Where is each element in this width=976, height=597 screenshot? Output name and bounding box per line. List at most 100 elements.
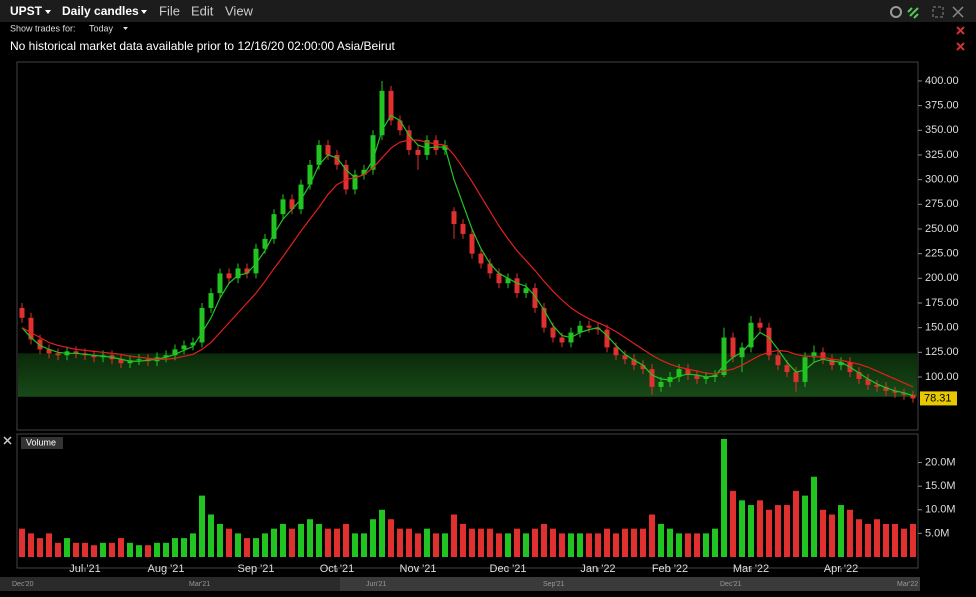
volume-bar — [136, 545, 142, 557]
expand-icon[interactable] — [932, 6, 944, 18]
volume-bar — [505, 533, 511, 557]
volume-bar — [433, 533, 439, 557]
candle-body — [55, 353, 61, 356]
candle-body — [46, 349, 52, 354]
candle-body — [757, 322, 763, 328]
volume-bar — [550, 528, 556, 557]
candle-body — [910, 394, 916, 399]
settings-icon[interactable] — [890, 6, 902, 18]
show-trades-value[interactable]: Today — [89, 23, 114, 33]
dropdown-arrow[interactable] — [123, 27, 128, 30]
candle-body — [631, 359, 637, 366]
candle-body — [118, 359, 124, 364]
candle-body — [469, 233, 475, 254]
volume-bar — [622, 528, 628, 557]
remove-icon[interactable] — [956, 26, 965, 51]
volume-tag — [21, 437, 63, 449]
volume-bar — [856, 519, 862, 557]
interval[interactable]: Daily candles — [62, 4, 139, 18]
volume-bar — [478, 528, 484, 557]
y-tick-label: 10.0M — [925, 504, 956, 516]
candle-body — [226, 273, 232, 279]
close-icon[interactable] — [952, 6, 964, 18]
dropdown-arrow[interactable] — [141, 10, 147, 14]
navigator-label: Dec'20 — [12, 581, 34, 588]
volume-bar — [757, 500, 763, 557]
x-tick-label: Dec '21 — [490, 563, 527, 575]
candle-body — [622, 355, 628, 360]
volume-bar — [595, 533, 601, 557]
volume-bar — [829, 514, 835, 557]
candle-body — [685, 369, 691, 376]
volume-bar — [352, 533, 358, 557]
candle-body — [136, 359, 142, 361]
volume-bar — [370, 519, 376, 557]
y-tick-label: 20.0M — [925, 456, 956, 468]
y-tick-label: 5.0M — [925, 527, 949, 539]
candle-body — [559, 337, 565, 343]
volume-bar — [694, 533, 700, 557]
candle-body — [280, 199, 286, 215]
volume-bar — [442, 533, 448, 557]
candle-body — [649, 369, 655, 387]
candle-body — [244, 268, 250, 274]
volume-bar — [235, 533, 241, 557]
candle-body — [19, 307, 25, 318]
volume-bar — [802, 495, 808, 557]
candle-body — [361, 169, 367, 175]
x-tick-label: Aug '21 — [148, 563, 185, 575]
volume-bar — [532, 528, 538, 557]
volume-title: Volume — [26, 437, 56, 447]
volume-bar — [199, 495, 205, 557]
candle-body — [532, 288, 538, 308]
candle-body — [388, 90, 394, 121]
volume-bar — [46, 533, 52, 557]
menu-item[interactable]: Edit — [191, 3, 214, 18]
volume-bar — [577, 533, 583, 557]
candle-body — [766, 327, 772, 356]
volume-bar — [325, 528, 331, 557]
menu-item[interactable]: View — [225, 3, 254, 18]
candle-body — [397, 120, 403, 131]
candle-body — [613, 347, 619, 356]
volume-bar — [559, 533, 565, 557]
candle-body — [190, 342, 196, 346]
candle-body — [199, 307, 205, 343]
link-icon[interactable] — [907, 7, 919, 19]
volume-bar — [820, 509, 826, 557]
candle-body — [208, 293, 214, 308]
navigator-window[interactable] — [340, 577, 920, 591]
remove-study[interactable] — [3, 436, 12, 445]
candle-body — [415, 150, 421, 155]
y-tick-label: 175.00 — [925, 297, 959, 309]
candle-body — [694, 375, 700, 379]
candle-body — [478, 253, 484, 264]
volume-pane — [16, 433, 919, 569]
candle-body — [820, 352, 826, 360]
volume-bar — [253, 538, 259, 557]
volume-bar — [397, 528, 403, 557]
volume-bar — [406, 528, 412, 557]
volume-bar — [190, 533, 196, 557]
dropdown-arrow[interactable] — [45, 10, 51, 14]
candle-body — [748, 322, 754, 348]
volume-bar — [748, 505, 754, 557]
volume-bar — [658, 523, 664, 557]
volume-bar — [865, 523, 871, 557]
candle-body — [343, 164, 349, 190]
candle-body — [595, 327, 601, 330]
x-tick-label: Jan '22 — [580, 563, 615, 575]
volume-bar — [118, 538, 124, 557]
volume-bar — [586, 533, 592, 557]
last-price: 78.31 — [924, 392, 952, 404]
candle-body — [433, 140, 439, 151]
candle-body — [856, 372, 862, 379]
candle-body — [298, 184, 304, 210]
menu-item[interactable]: File — [159, 3, 180, 18]
candle-body — [793, 372, 799, 382]
x-tick-label: Feb '22 — [652, 563, 688, 575]
y-tick-label: 350.00 — [925, 124, 959, 136]
symbol[interactable]: UPST — [10, 4, 43, 18]
candle-body — [307, 164, 313, 185]
